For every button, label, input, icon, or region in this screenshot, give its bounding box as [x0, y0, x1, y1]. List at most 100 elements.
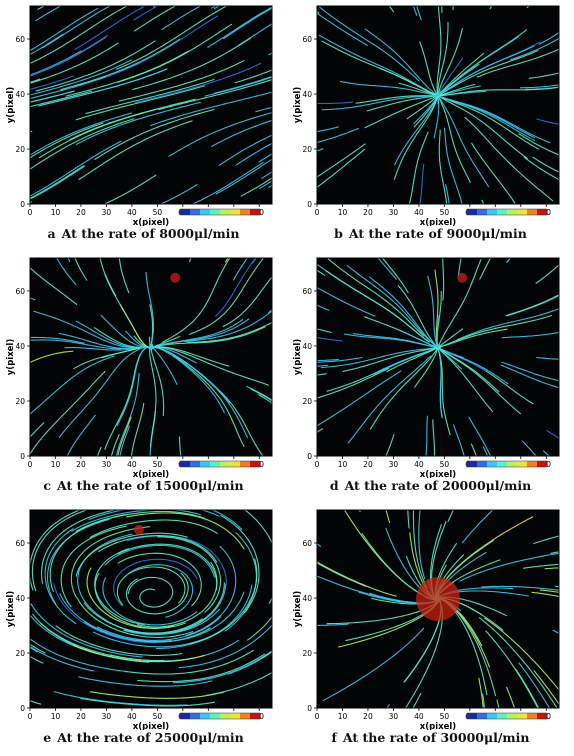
streamline — [75, 510, 206, 533]
colorbar-segment — [200, 713, 211, 719]
streamline — [94, 572, 186, 629]
y-tick-label: 20 — [302, 397, 312, 406]
streamline — [219, 390, 264, 456]
panel-b: 01020304050607080900204060x(pixel)y(pixe… — [287, 0, 574, 252]
colorbar — [466, 208, 548, 216]
streamline — [97, 454, 99, 456]
streamline — [317, 575, 415, 603]
colorbar-segment — [467, 713, 478, 719]
y-axis-label: y(pixel) — [6, 87, 16, 124]
streamline — [484, 617, 559, 691]
streamline — [166, 350, 249, 439]
streamline — [444, 184, 450, 204]
streamline — [271, 132, 272, 134]
streamline — [479, 258, 492, 280]
streamline — [56, 258, 77, 286]
streamline — [419, 164, 425, 204]
streamline — [191, 161, 264, 204]
plot-background — [317, 6, 559, 204]
streamline — [539, 589, 559, 593]
streamline — [542, 450, 550, 456]
streamline — [267, 309, 272, 314]
streamlines — [317, 510, 559, 708]
streamline — [224, 258, 229, 263]
y-axis-label: y(pixel) — [293, 591, 303, 628]
streamline — [213, 6, 221, 10]
streamline — [66, 414, 96, 456]
streamline — [506, 258, 512, 264]
colorbar-segment — [210, 209, 221, 215]
x-tick-label: 40 — [414, 208, 424, 217]
y-tick-label: 40 — [302, 342, 312, 351]
streamline — [317, 336, 343, 342]
colorbar-segment — [240, 209, 251, 215]
y-axis-label: y(pixel) — [293, 87, 303, 124]
x-tick-label: 0 — [28, 460, 33, 469]
streamline — [347, 355, 432, 444]
plot-frame — [316, 5, 560, 205]
streamline — [78, 676, 213, 687]
panel-c: 01020304050607080900204060x(pixel)y(pixe… — [0, 252, 287, 504]
x-tick-label: 30 — [102, 460, 112, 469]
streamline — [80, 697, 216, 707]
streamline — [30, 268, 32, 270]
streamline — [161, 258, 231, 343]
streamline — [317, 364, 328, 367]
y-tick-label: 40 — [15, 594, 25, 603]
y-tick-label: 60 — [302, 287, 312, 296]
y-tick-label: 20 — [302, 649, 312, 658]
y-tick-label: 40 — [302, 90, 312, 99]
streamline — [261, 171, 272, 179]
colorbar-segment — [230, 209, 241, 215]
streamline — [250, 388, 272, 402]
streamline — [30, 90, 75, 103]
streamline — [538, 31, 559, 45]
streamline — [35, 6, 62, 22]
x-tick-label: 30 — [102, 208, 112, 217]
x-tick-label: 0 — [315, 208, 320, 217]
streamline — [85, 78, 215, 115]
streamline — [232, 258, 248, 281]
plot-frame — [316, 257, 560, 457]
streamline — [149, 345, 269, 386]
streamline — [210, 510, 243, 531]
streamline — [536, 356, 559, 360]
streamline — [251, 258, 257, 264]
streamline — [227, 651, 272, 675]
colorbar-segment — [467, 461, 478, 467]
streamline — [425, 415, 429, 456]
x-tick-label: 20 — [363, 712, 373, 721]
x-tick-label: 20 — [76, 460, 86, 469]
streamline — [75, 85, 206, 121]
panel-d: 01020304050607080900204060x(pixel)y(pixe… — [287, 252, 574, 504]
streamline — [222, 7, 272, 40]
streamline — [158, 78, 272, 111]
panel-letter: a — [47, 226, 56, 241]
plot-frame — [316, 509, 560, 709]
streamline — [385, 704, 391, 708]
streamline — [65, 50, 190, 97]
streamline — [30, 297, 36, 301]
y-tick-label: 60 — [15, 539, 25, 548]
colorbar-segment — [487, 713, 498, 719]
streamline — [317, 143, 366, 178]
x-tick-label: 50 — [153, 208, 163, 217]
streamline — [30, 645, 95, 672]
y-tick-label: 0 — [307, 200, 312, 209]
streamline — [30, 33, 64, 56]
x-tick-label: 40 — [414, 460, 424, 469]
streamline — [30, 42, 119, 84]
streamline — [137, 653, 266, 683]
streamline — [125, 572, 189, 615]
streamline — [89, 691, 225, 699]
streamline — [320, 346, 440, 369]
streamlines — [317, 258, 559, 456]
streamline — [205, 672, 272, 696]
x-tick-label: 40 — [127, 712, 137, 721]
streamline — [317, 148, 366, 188]
streamline — [544, 567, 559, 570]
streamline — [432, 419, 436, 456]
streamline — [178, 436, 182, 456]
x-tick-label: 0 — [315, 460, 320, 469]
streamline — [215, 258, 257, 317]
